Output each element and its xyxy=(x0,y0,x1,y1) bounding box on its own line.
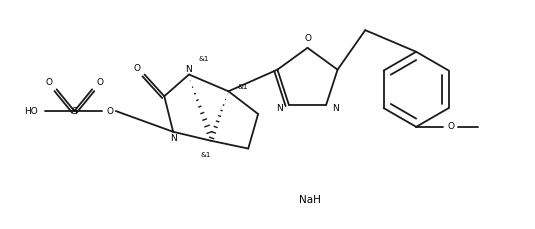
Text: &1: &1 xyxy=(237,84,248,90)
Text: N: N xyxy=(170,134,177,143)
Text: O: O xyxy=(304,34,311,44)
Text: HO: HO xyxy=(24,106,38,116)
Text: S: S xyxy=(72,106,77,116)
Text: O: O xyxy=(106,106,113,116)
Text: &1: &1 xyxy=(198,56,209,62)
Text: &1: &1 xyxy=(201,152,211,158)
Text: O: O xyxy=(133,64,140,73)
Text: O: O xyxy=(96,78,104,87)
Text: NaH: NaH xyxy=(299,195,320,205)
Text: N: N xyxy=(276,104,282,113)
Text: O: O xyxy=(45,78,52,87)
Text: O: O xyxy=(447,122,454,131)
Text: N: N xyxy=(333,104,339,113)
Text: N: N xyxy=(186,65,193,74)
